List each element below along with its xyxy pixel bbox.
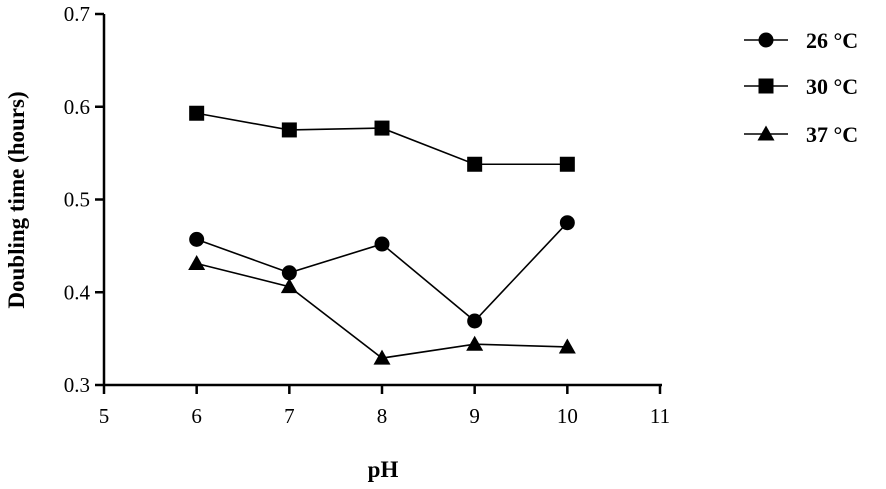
series-triangle: [188, 254, 576, 365]
x-tick-label: 5: [99, 404, 110, 428]
x-tick-label: 7: [284, 404, 295, 428]
x-tick-label: 8: [377, 404, 388, 428]
y-tick-label: 0.6: [64, 95, 90, 119]
legend-item: 30 °C: [744, 74, 858, 99]
legend: 26 °C 30 °C 37 °C: [744, 28, 858, 147]
data-point-circle: [559, 215, 575, 231]
legend-marker-triangle: [757, 125, 775, 141]
data-point-circle: [281, 265, 297, 281]
data-point-circle: [374, 236, 390, 252]
x-tick-label: 11: [650, 404, 670, 428]
plot-area: 0.3 0.4 0.5 0.6 0.7 5 6 7 8 9 10 11: [64, 2, 670, 428]
data-point-square: [559, 156, 575, 172]
y-ticks: 0.3 0.4 0.5 0.6 0.7: [64, 2, 104, 397]
data-point-square: [467, 156, 483, 172]
legend-marker-square: [758, 78, 774, 94]
legend-label: 26 °C: [806, 28, 858, 53]
x-tick-label: 10: [557, 404, 578, 428]
y-tick-label: 0.5: [64, 188, 90, 212]
data-point-triangle: [280, 278, 298, 294]
data-point-square: [374, 120, 390, 136]
series-line: [196, 262, 568, 359]
x-tick-label: 9: [469, 404, 480, 428]
legend-label: 37 °C: [806, 122, 858, 147]
data-point-triangle: [188, 254, 206, 270]
legend-item: 26 °C: [744, 28, 858, 53]
data-point-triangle: [373, 349, 391, 365]
y-tick-label: 0.4: [64, 280, 91, 304]
data-point-square: [189, 105, 205, 121]
y-axis-title: Doubling time (hours): [4, 91, 29, 308]
y-tick-label: 0.3: [64, 373, 90, 397]
x-ticks: 5 6 7 8 9 10 11: [99, 385, 670, 428]
x-tick-label: 6: [191, 404, 202, 428]
data-point-triangle: [558, 338, 576, 354]
x-axis-title: pH: [368, 457, 399, 482]
legend-item: 37 °C: [744, 122, 858, 147]
series-layer: [188, 105, 576, 365]
data-point-triangle: [466, 335, 484, 351]
data-point-square: [281, 122, 297, 138]
data-point-circle: [189, 231, 205, 247]
legend-marker-circle: [758, 32, 774, 48]
series-circle: [189, 215, 575, 329]
series-square: [189, 105, 575, 172]
y-tick-label: 0.7: [64, 2, 90, 26]
data-point-circle: [467, 313, 483, 329]
legend-label: 30 °C: [806, 74, 858, 99]
